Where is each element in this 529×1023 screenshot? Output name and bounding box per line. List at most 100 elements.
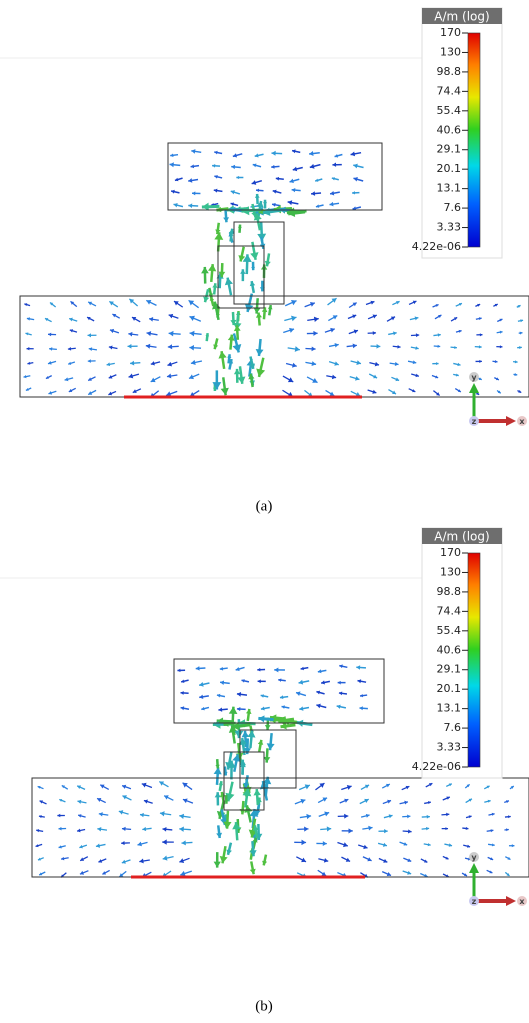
field-arrow-head — [162, 839, 167, 845]
field-arrow-head — [374, 361, 380, 367]
field-arrow-head — [216, 206, 222, 213]
field-arrow-head — [494, 359, 498, 364]
field-arrow-head — [435, 375, 439, 379]
field-arrow-head — [359, 706, 363, 711]
field-arrow-head — [121, 859, 126, 864]
field-arrow-head — [233, 368, 241, 375]
field-arrow-head — [122, 795, 127, 800]
field-arrow-head — [26, 347, 30, 351]
field-arrow-head — [245, 708, 252, 714]
field-arrow-head — [271, 164, 275, 169]
field-arrow-head — [254, 193, 260, 198]
field-arrow-head — [301, 839, 307, 846]
stub — [223, 751, 265, 811]
colorbar-label: 98.8 — [437, 65, 462, 78]
field-arrow-head — [128, 373, 134, 379]
field-arrow-head — [173, 203, 178, 208]
field-arrow-head — [37, 857, 41, 861]
field-arrow-head — [323, 857, 329, 863]
field-arrow-head — [35, 844, 39, 848]
ground-plane — [31, 777, 529, 878]
field-arrow-head — [329, 201, 334, 207]
field-arrow-head — [446, 796, 450, 800]
field-arrow-head — [363, 844, 368, 850]
field-arrow-head — [514, 373, 518, 377]
field-arrow-head — [88, 391, 93, 395]
colorbar-label: 74.4 — [437, 84, 462, 97]
field-arrow-head — [272, 189, 277, 194]
field-arrow-head — [329, 391, 335, 396]
field-arrow-head — [122, 784, 127, 789]
field-arrow-head — [356, 665, 361, 670]
field-arrow-head — [253, 307, 261, 314]
field-arrow-head — [244, 805, 253, 813]
field-arrow-head — [517, 305, 521, 308]
field-arrow-head — [299, 706, 304, 711]
field-arrow-head — [372, 331, 377, 335]
field-arrow-head — [243, 782, 250, 789]
field-arrow-head — [317, 669, 322, 674]
field-arrow-head — [205, 333, 210, 337]
field-arrow-head — [331, 298, 337, 303]
field-arrow-head — [415, 333, 420, 338]
top-patch — [167, 142, 383, 211]
field-arrow-head — [274, 667, 279, 673]
field-arrow-head — [239, 738, 248, 746]
field-arrow-head — [322, 841, 327, 847]
field-arrow-head — [223, 217, 230, 223]
field-arrow-head — [458, 329, 462, 333]
field-arrow-head — [330, 190, 335, 196]
field-arrow-head — [468, 815, 472, 819]
field-arrow-head — [233, 325, 241, 332]
field-arrow-head — [199, 682, 204, 687]
axis-label: y — [471, 853, 477, 862]
field-arrow-head — [426, 826, 430, 831]
field-arrow-head — [279, 695, 284, 700]
axis-triad: y x z — [469, 372, 527, 426]
field-arrow-head — [177, 668, 181, 673]
field-arrow-head — [97, 827, 102, 832]
field-arrow-head — [455, 373, 459, 377]
field-arrow-head — [448, 783, 452, 787]
field-arrow-head — [315, 178, 319, 182]
field-arrow-head — [278, 678, 282, 682]
ground-plane — [19, 295, 529, 398]
field-arrow-head — [109, 328, 115, 334]
field-arrow-head — [495, 377, 499, 381]
field-arrow-head — [360, 693, 363, 698]
field-arrow-head — [507, 856, 511, 860]
field-arrow-head — [477, 303, 481, 307]
field-arrow-head — [182, 782, 188, 788]
field-arrow-head — [281, 705, 285, 709]
field-arrow-head — [337, 680, 341, 685]
axis-badge — [469, 416, 479, 426]
field-arrow-head — [142, 826, 147, 832]
field-arrow-head — [180, 706, 185, 711]
field-arrow-head — [355, 392, 361, 397]
field-arrow-head — [174, 177, 179, 182]
axis-badge — [469, 852, 479, 862]
field-arrow-head — [352, 314, 357, 319]
field-arrow-head — [58, 826, 62, 831]
field-arrow-head — [179, 858, 185, 863]
field-arrow-head — [249, 363, 256, 369]
field-arrow-head — [130, 360, 135, 366]
field-arrow-head — [445, 874, 449, 878]
field-arrow-head — [141, 782, 147, 788]
field-arrow-head — [445, 856, 449, 860]
field-arrow-head — [232, 822, 241, 830]
field-arrow-head — [491, 843, 495, 847]
field-arrow-head — [179, 826, 184, 832]
field-arrow-head — [249, 868, 256, 875]
field-arrow-head — [316, 690, 321, 695]
field-arrow-head — [219, 666, 224, 671]
field-arrow-head — [407, 870, 412, 875]
field-arrow-head — [491, 812, 495, 816]
field-arrow-head — [188, 178, 193, 183]
field-arrow-head — [478, 345, 482, 349]
field-arrow-head — [499, 345, 503, 349]
field-arrow-head — [236, 707, 241, 712]
field-arrow-head — [58, 845, 62, 849]
field-arrow-head — [457, 389, 461, 392]
field-arrow-head — [334, 361, 339, 366]
